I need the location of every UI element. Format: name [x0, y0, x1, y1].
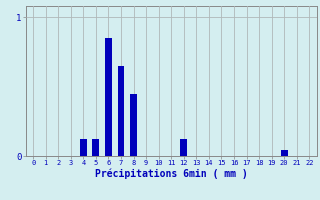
Bar: [117, 66, 124, 156]
Bar: [281, 150, 288, 156]
Bar: [80, 139, 87, 156]
Bar: [130, 94, 137, 156]
Bar: [92, 139, 99, 156]
Bar: [105, 38, 112, 156]
X-axis label: Précipitations 6min ( mm ): Précipitations 6min ( mm ): [95, 169, 248, 179]
Bar: [180, 139, 187, 156]
